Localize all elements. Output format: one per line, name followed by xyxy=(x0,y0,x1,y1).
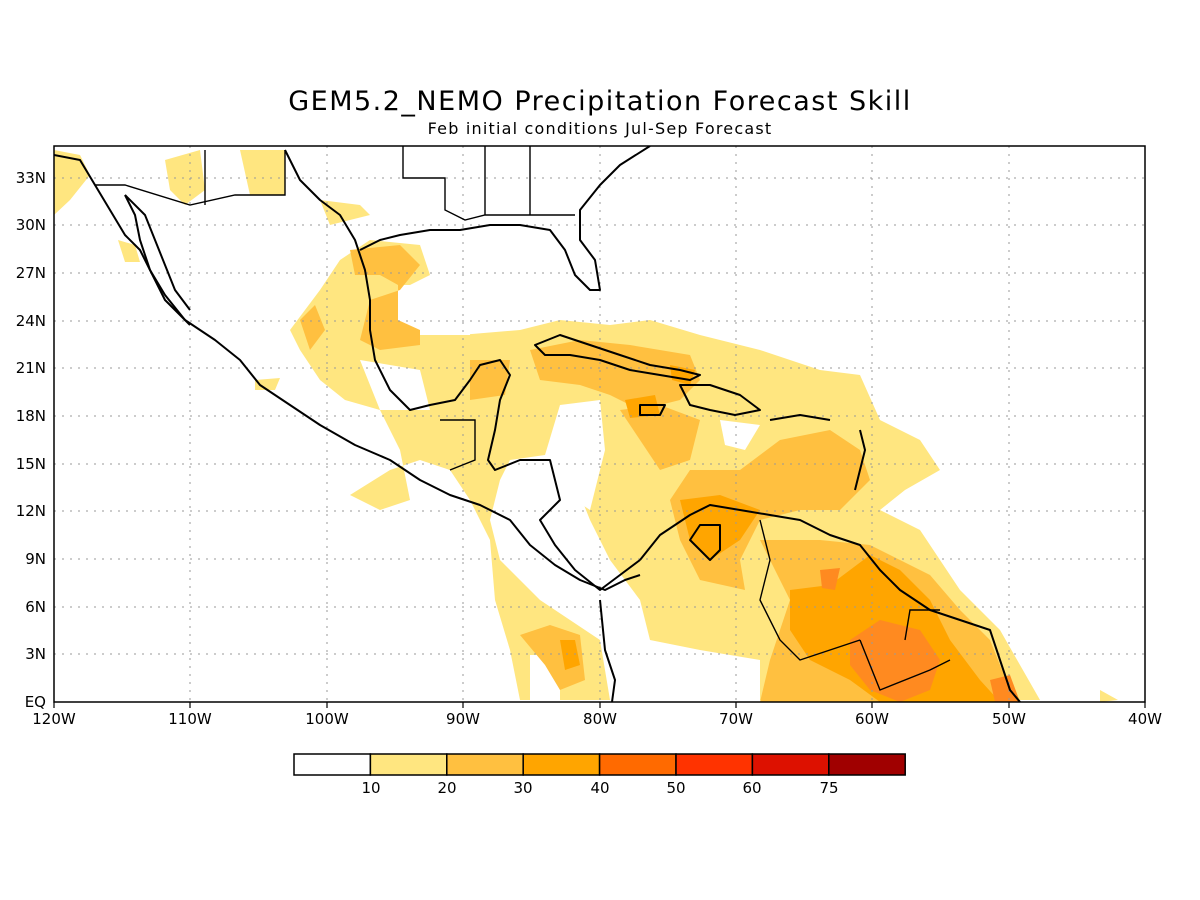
chart-title: GEM5.2_NEMO Precipitation Forecast Skill xyxy=(288,86,912,117)
lon-tick-label: 40W xyxy=(1128,710,1162,728)
skill-region-north-mexico xyxy=(165,150,205,205)
lat-tick-label: 21N xyxy=(16,359,46,377)
skill-region-sw-pacific xyxy=(1100,690,1118,702)
legend-swatch xyxy=(751,753,830,776)
legend-swatch xyxy=(675,753,754,776)
lon-tick-label: 90W xyxy=(446,710,480,728)
skill-region-haiti xyxy=(625,395,660,418)
skill-region-nw-coast xyxy=(54,150,90,215)
legend-labels: 10 20 30 40 50 60 75 xyxy=(361,779,838,797)
skill-shading xyxy=(54,150,1118,702)
chart-subtitle: Feb initial conditions Jul-Sep Forecast xyxy=(427,119,773,138)
lat-tick-label: 15N xyxy=(16,455,46,473)
legend-swatch xyxy=(293,753,372,776)
lon-tick-labels: 120W 110W 100W 90W 80W 70W 60W 50W 40W xyxy=(32,710,1162,728)
legend-label: 75 xyxy=(819,779,838,797)
lat-tick-label: 33N xyxy=(16,169,46,187)
lon-tick-label: 110W xyxy=(168,710,212,728)
skill-region-texas xyxy=(240,150,285,195)
skill-region-sierra xyxy=(300,305,325,350)
legend-label: 10 xyxy=(361,779,380,797)
lon-tick-label: 60W xyxy=(855,710,889,728)
lat-tick-label: 9N xyxy=(25,550,46,568)
legend-label: 60 xyxy=(742,779,761,797)
lon-tick-label: 100W xyxy=(305,710,349,728)
tick-marks xyxy=(53,702,1146,708)
legend-swatch xyxy=(598,753,677,776)
lon-tick-label: 80W xyxy=(583,710,617,728)
legend-label: 30 xyxy=(513,779,532,797)
lat-tick-label: 6N xyxy=(25,598,46,616)
legend-label: 40 xyxy=(590,779,609,797)
skill-region-caribbean xyxy=(620,405,700,470)
lon-tick-label: 50W xyxy=(992,710,1026,728)
skill-region-amazon-mouth xyxy=(990,675,1020,702)
legend-label: 50 xyxy=(666,779,685,797)
lat-tick-label: 12N xyxy=(16,502,46,520)
legend-swatch xyxy=(369,753,448,776)
lon-tick-label: 120W xyxy=(32,710,76,728)
lat-tick-label: EQ xyxy=(25,693,46,711)
lat-tick-label: 24N xyxy=(16,312,46,330)
skill-region-yucatan xyxy=(470,360,510,400)
map-grid xyxy=(54,146,1145,702)
lon-tick-label: 70W xyxy=(719,710,753,728)
borders xyxy=(95,146,951,691)
legend-swatch xyxy=(446,753,524,776)
color-legend xyxy=(293,753,906,776)
skill-region-pacific-core xyxy=(560,640,580,670)
legend-label: 20 xyxy=(437,779,456,797)
lat-tick-label: 3N xyxy=(25,645,46,663)
legend-swatch xyxy=(522,753,601,776)
skill-region-venezuela-peak xyxy=(820,568,840,590)
lat-tick-label: 18N xyxy=(16,407,46,425)
lat-tick-labels: EQ 3N 6N 9N 12N 15N 18N 21N 24N 27N 30N … xyxy=(16,169,46,711)
coastlines xyxy=(54,146,1021,702)
lat-tick-label: 27N xyxy=(16,264,46,282)
lat-tick-label: 30N xyxy=(16,216,46,234)
skill-region-baja xyxy=(118,240,140,262)
skill-region-guiana-peak xyxy=(850,620,940,702)
skill-region-gulf-2 xyxy=(350,245,420,350)
skill-region-gulf xyxy=(320,200,370,225)
legend-swatch xyxy=(828,753,906,776)
skill-region-cuba xyxy=(530,340,700,410)
